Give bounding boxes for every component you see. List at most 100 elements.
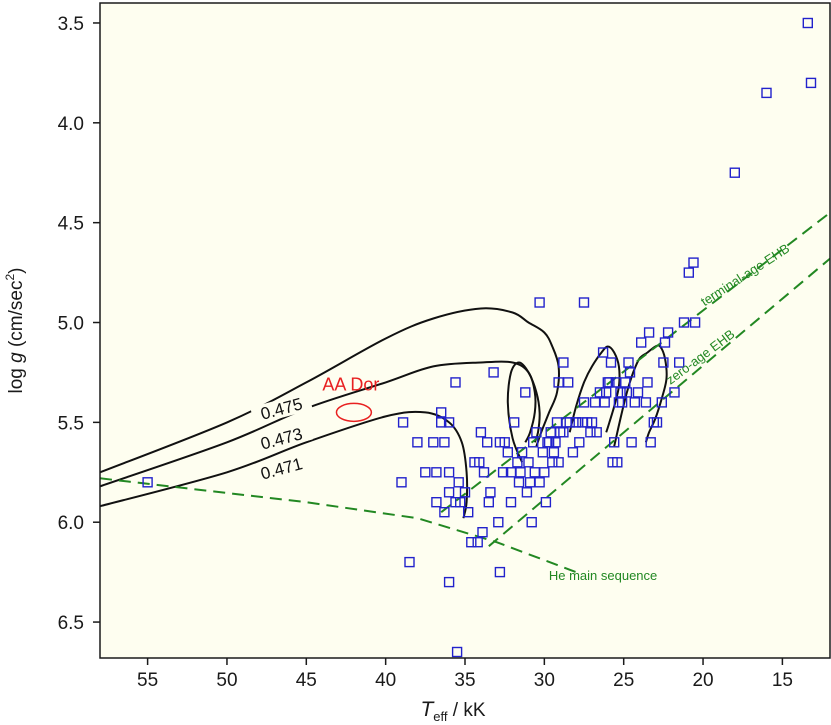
hook-track-1	[568, 345, 621, 433]
data-point-85	[597, 347, 609, 358]
track-0.475	[100, 307, 560, 474]
data-point-123	[558, 357, 569, 368]
data-point-38	[497, 467, 509, 478]
data-point-55	[531, 427, 542, 438]
y-axis-title-pre: log	[6, 363, 27, 394]
data-point-120	[802, 17, 813, 29]
y-tick-label-4.5: 4.5	[58, 214, 84, 235]
data-point-4	[412, 437, 423, 448]
data-point-30	[478, 467, 490, 478]
data-point-53	[528, 437, 539, 448]
data-point-14	[443, 467, 455, 478]
data-point-23	[463, 507, 474, 518]
data-point-1	[396, 477, 407, 488]
y-axis-title-sup: 2	[3, 274, 17, 281]
data-point-96	[615, 387, 626, 398]
data-point-67	[553, 457, 564, 468]
line-He-main-sequence	[100, 477, 577, 574]
data-point-47	[516, 447, 528, 458]
data-point-100	[624, 367, 636, 378]
data-point-126	[626, 437, 637, 448]
data-point-63	[547, 457, 558, 468]
data-point-80	[585, 427, 596, 438]
y-axis-ticks: 3.5 4.0 4.5 5.0 5.5 6.0 6.5	[58, 14, 100, 634]
track-0.471	[100, 410, 469, 519]
data-point-0	[142, 477, 153, 488]
data-point-97	[616, 397, 628, 408]
data-point-102	[632, 387, 644, 398]
data-point-111	[662, 327, 674, 338]
data-point-44	[512, 457, 523, 468]
y-axis-title-unit: (cm/sec	[6, 281, 27, 353]
data-point-16	[443, 576, 455, 588]
plot-background	[100, 3, 830, 658]
track-label-bg-0.473	[250, 422, 313, 455]
data-point-5	[420, 467, 431, 478]
data-point-74	[570, 417, 582, 428]
ehb-lines	[100, 211, 830, 574]
data-point-11	[439, 437, 450, 448]
data-point-99	[621, 387, 633, 398]
line-zero-age-EHB	[488, 257, 830, 547]
x-tick-label-45: 45	[296, 670, 317, 691]
data-point-101	[629, 397, 640, 408]
data-point-78	[578, 297, 590, 308]
track-label-bg-0.475	[250, 392, 313, 425]
data-point-98	[620, 377, 631, 388]
data-point-128	[623, 357, 634, 368]
data-point-84	[594, 387, 606, 398]
data-point-12	[439, 507, 450, 518]
data-point-8	[431, 497, 442, 508]
data-point-37	[494, 566, 506, 578]
x-tick-label-25: 25	[613, 670, 634, 691]
data-point-43	[509, 417, 520, 428]
data-point-103	[640, 397, 652, 408]
data-point-57	[537, 447, 548, 458]
data-point-45	[513, 477, 525, 488]
x-tick-label-30: 30	[534, 670, 555, 691]
x-tick-label-15: 15	[772, 670, 793, 691]
data-point-114	[678, 317, 690, 328]
data-point-17	[450, 377, 461, 388]
x-tick-label-50: 50	[216, 670, 237, 691]
data-point-52	[526, 517, 537, 528]
data-point-31	[482, 437, 493, 448]
data-point-89	[604, 377, 615, 388]
data-point-39	[499, 437, 510, 448]
data-point-118	[729, 167, 740, 178]
aa-dor-label: AA Dor	[322, 374, 379, 394]
data-point-48	[520, 387, 531, 398]
data-point-20	[453, 477, 464, 488]
data-point-105	[645, 437, 656, 448]
data-point-115	[683, 267, 694, 278]
data-point-127	[636, 337, 647, 348]
data-point-7	[431, 467, 442, 478]
aa-dor-ellipse	[335, 402, 373, 423]
data-point-113	[674, 357, 685, 368]
data-point-61	[543, 437, 555, 448]
he-main-sequence-label: He main sequence	[549, 568, 657, 583]
data-point-119	[761, 87, 772, 99]
data-point-10	[436, 417, 447, 428]
data-point-58	[539, 467, 550, 478]
data-point-121	[805, 77, 817, 89]
data-point-117	[689, 317, 701, 328]
y-tick-label-6.5: 6.5	[58, 613, 84, 634]
y-axis-title-close: )	[6, 267, 27, 273]
data-point-29	[477, 527, 488, 538]
data-point-87	[601, 387, 612, 398]
data-point-42	[505, 497, 517, 508]
data-point-116	[688, 257, 699, 268]
data-point-112	[669, 387, 680, 398]
y-axis-title: log g (cm/sec2)	[3, 267, 27, 393]
data-point-92	[609, 437, 620, 448]
data-point-19	[451, 646, 463, 658]
data-point-108	[656, 397, 667, 408]
x-axis-title: Teff / kK	[420, 698, 485, 724]
data-point-21	[455, 497, 466, 508]
data-point-86	[599, 397, 610, 408]
data-point-71	[564, 417, 575, 428]
line-terminal-age-EHB	[440, 211, 830, 513]
x-tick-label-40: 40	[375, 670, 396, 691]
data-point-104	[642, 377, 653, 388]
